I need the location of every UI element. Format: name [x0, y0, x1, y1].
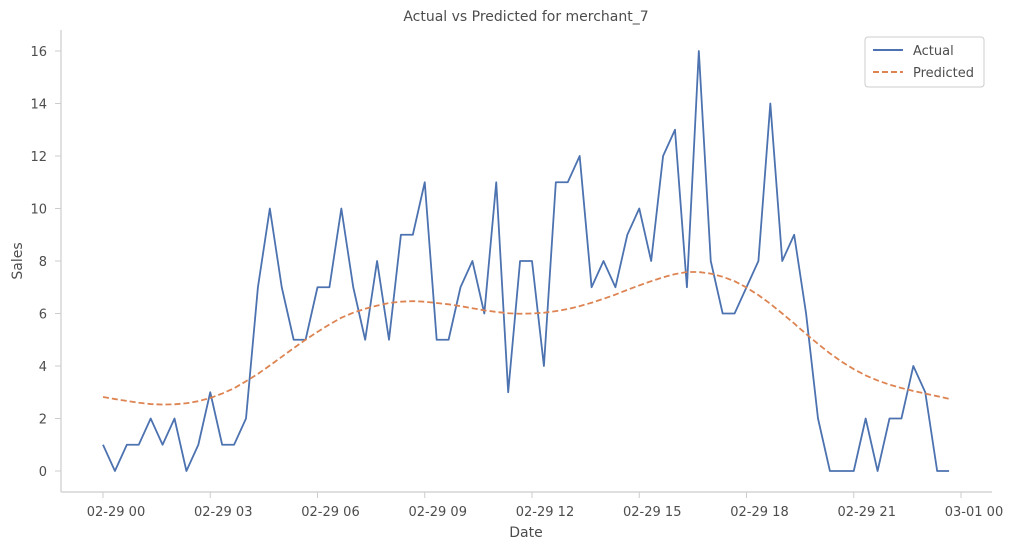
y-tick-label: 16 — [30, 45, 47, 60]
y-axis-label: Sales — [10, 242, 26, 279]
legend: Actual Predicted — [864, 36, 985, 88]
series-line-actual — [102, 50, 950, 472]
y-tick-label: 4 — [39, 360, 47, 375]
x-axis-ticks: 02-29 00 02-29 03 02-29 06 02-29 09 02-29 12… — [87, 492, 1003, 520]
y-tick-label: 12 — [30, 150, 47, 165]
y-tick-label: 10 — [30, 203, 47, 218]
x-tick-label: 02-29 21 — [838, 505, 896, 520]
y-tick-label: 0 — [39, 465, 47, 480]
x-tick-label: 02-29 00 — [87, 505, 145, 520]
legend-label-actual: Actual — [913, 44, 954, 59]
y-tick-label: 8 — [39, 255, 47, 270]
x-tick-label: 02-29 03 — [194, 505, 252, 520]
legend-label-predicted: Predicted — [913, 66, 974, 81]
series-layer — [102, 50, 950, 472]
y-tick-label: 2 — [39, 413, 47, 428]
x-tick-label: 02-29 06 — [301, 505, 359, 520]
x-axis-label: Date — [509, 525, 542, 541]
x-tick-label: 02-29 12 — [516, 505, 574, 520]
x-tick-label: 02-29 15 — [623, 505, 681, 520]
x-tick-label: 02-29 18 — [730, 505, 788, 520]
y-axis-ticks: 0 2 4 6 8 10 12 14 16 — [30, 45, 61, 480]
x-tick-label: 02-29 09 — [409, 505, 467, 520]
x-tick-label: 03-01 00 — [945, 505, 1003, 520]
y-tick-label: 6 — [39, 308, 47, 323]
chart-title: Actual vs Predicted for merchant_7 — [403, 9, 648, 25]
series-line-predicted — [102, 271, 950, 406]
y-tick-label: 14 — [30, 98, 47, 113]
